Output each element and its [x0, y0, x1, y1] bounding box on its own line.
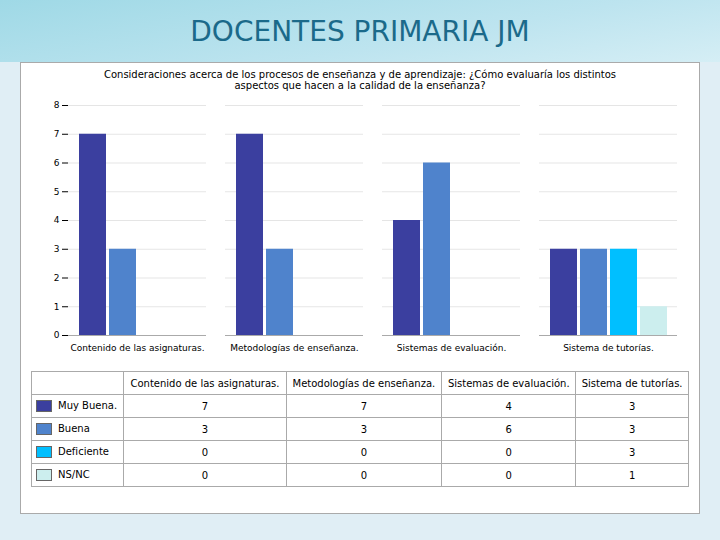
html-text:3: 3 [628, 400, 636, 412]
html-text:NS/NC: NS/NC [58, 469, 90, 480]
html-text:7: 7 [360, 400, 367, 412]
svg-text:Sistema de tutorías.: Sistema de tutorías. [563, 343, 654, 353]
html-text:Contenido de las asignaturas.: Contenido de las asignaturas. [130, 377, 280, 389]
svg-text:Metodologías de enseñanza.: Metodologías de enseñanza. [230, 343, 358, 353]
svg-text:Sistemas de evaluación.: Sistemas de evaluación. [397, 343, 507, 353]
html-text:Sistema de tutorías.: Sistema de tutorías. [581, 377, 683, 389]
html-text:Buena: Buena [58, 423, 90, 434]
html-text:3: 3 [360, 423, 367, 435]
svg-text:1: 1 [54, 302, 60, 312]
html-text:6: 6 [505, 423, 512, 435]
html-text:0: 0 [201, 469, 209, 481]
html-text:0: 0 [505, 446, 512, 458]
html-text:3: 3 [201, 423, 209, 435]
html-text:1: 1 [628, 469, 636, 481]
html-text:0: 0 [505, 469, 512, 481]
html-text:Deficiente: Deficiente [58, 446, 109, 457]
html-text:Consideraciones acerca de los: Consideraciones acerca de los procesos d… [103, 69, 616, 91]
svg-text:5: 5 [54, 187, 60, 197]
svg-text:6: 6 [54, 158, 60, 168]
html-text:0: 0 [360, 469, 367, 481]
html-text:0: 0 [360, 446, 367, 458]
svg-text:2: 2 [54, 273, 60, 283]
html-text:Muy Buena.: Muy Buena. [58, 400, 118, 411]
html-text:DOCENTES PRIMARIA JM: DOCENTES PRIMARIA JM [190, 14, 530, 48]
html-text:3: 3 [628, 423, 636, 435]
html-text:0: 0 [201, 446, 209, 458]
html-text:Sistemas de evaluación.: Sistemas de evaluación. [447, 377, 570, 389]
svg-text:0: 0 [54, 330, 60, 340]
html-text:7: 7 [201, 400, 209, 412]
svg-text:4: 4 [54, 215, 60, 225]
html-text:Metodologías de enseñanza.: Metodologías de enseñanza. [292, 377, 436, 389]
html-text:4: 4 [505, 400, 512, 412]
svg-text:7: 7 [54, 129, 60, 139]
svg-text:Contenido de las asignaturas.: Contenido de las asignaturas. [70, 343, 204, 353]
html-text:3: 3 [628, 446, 636, 458]
svg-text:3: 3 [54, 244, 60, 254]
svg-text:8: 8 [54, 100, 60, 110]
